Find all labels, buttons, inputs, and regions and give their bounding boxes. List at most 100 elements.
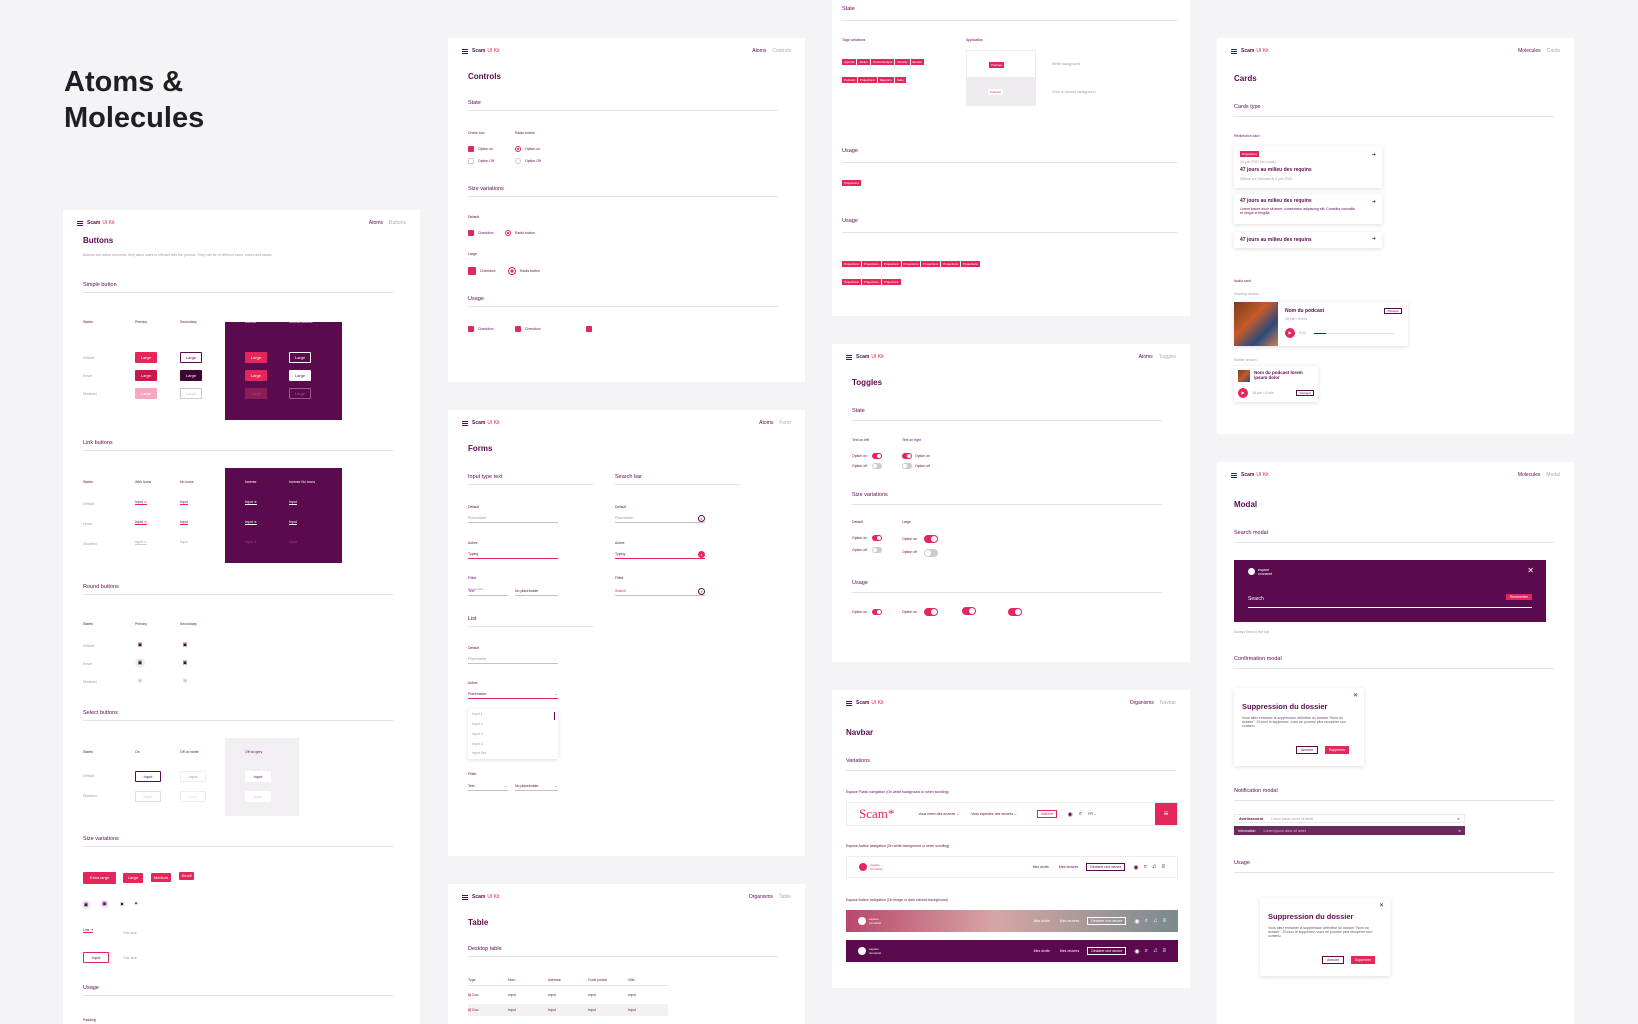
calendar-icon[interactable]: ▣ <box>137 642 143 648</box>
scrollbar[interactable] <box>553 712 555 720</box>
nav-link-mes-oeuvres[interactable]: Mes œuvres <box>1059 949 1080 953</box>
list-item[interactable]: Input 4 <box>472 742 483 746</box>
toggle-on[interactable] <box>902 453 912 459</box>
cancel-button[interactable]: Annuler <box>1322 956 1345 964</box>
table-header-cell[interactable]: Adresse <box>548 978 561 982</box>
select-button-on[interactable]: Input <box>135 771 161 782</box>
user-icon[interactable]: ◉ <box>1133 864 1139 871</box>
user-icon[interactable]: ◉ <box>1134 948 1140 955</box>
search-icon[interactable]: ⌕ <box>698 551 705 558</box>
list-item[interactable]: Input Ver <box>472 751 487 755</box>
secondary-button-disabled[interactable]: Large <box>180 388 202 399</box>
search-icon[interactable]: ⌕ <box>1144 947 1148 954</box>
breadcrumb-2[interactable]: Table <box>779 894 791 900</box>
menu-icon[interactable] <box>462 420 468 426</box>
tag[interactable]: Projections <box>842 180 861 186</box>
text-input-default[interactable]: Placeholder <box>468 513 558 523</box>
tag[interactable]: Dossier <box>895 59 910 65</box>
link-button-disabled[interactable]: Input ➔ <box>135 540 147 545</box>
breadcrumb-1[interactable]: Molecules <box>1518 48 1541 54</box>
toggle-off[interactable] <box>902 463 912 469</box>
radio-on[interactable] <box>515 146 521 152</box>
nav-link-mes-droits[interactable]: Mes droits <box>1033 919 1050 923</box>
search-input-active[interactable]: Typing <box>615 549 705 559</box>
button-large[interactable]: Large <box>123 873 143 883</box>
declarer-button[interactable]: Déclarer une œuvre <box>1087 917 1127 925</box>
breadcrumb-1[interactable]: Molecules <box>1517 472 1541 478</box>
checkbox-off[interactable] <box>468 158 474 164</box>
close-icon[interactable]: ✕ <box>1457 816 1460 821</box>
delete-button[interactable]: Supprimer <box>1351 956 1376 964</box>
hamburger-icon[interactable]: ≡ <box>1162 948 1166 954</box>
close-icon[interactable]: ✕ <box>1527 566 1534 575</box>
tag[interactable]: Projections <box>961 261 980 267</box>
search-icon[interactable]: ⌕ <box>1144 917 1148 924</box>
select-button-off-disabled[interactable]: Input <box>180 791 206 802</box>
menu-icon[interactable] <box>462 894 468 900</box>
tag[interactable]: Commnuniqué <box>870 59 895 65</box>
breadcrumb-2[interactable]: Cards <box>1546 48 1560 54</box>
toggle-large-on[interactable] <box>924 535 938 543</box>
bell-icon[interactable]: ♫ <box>1151 864 1157 870</box>
progress-track[interactable] <box>1314 333 1394 334</box>
link-no-icon-disabled[interactable]: Input <box>180 540 188 544</box>
breadcrumb-2[interactable]: Form <box>779 420 791 426</box>
menu-icon[interactable] <box>1231 48 1237 54</box>
select-one-size[interactable]: Input <box>83 952 109 963</box>
tag[interactable]: Podcast <box>988 89 1003 95</box>
calendar-icon[interactable]: ▣ <box>135 658 145 668</box>
tag[interactable]: Podcast <box>989 62 1004 68</box>
search-submit-button[interactable]: Rechercher <box>1505 594 1532 600</box>
tag[interactable]: Projections <box>861 279 881 285</box>
select-active[interactable]: Placeholder ⌄ <box>468 689 558 699</box>
tag[interactable]: Projections <box>861 261 881 267</box>
menu-icon[interactable] <box>846 354 852 360</box>
link-button-default[interactable]: Input ➔ <box>135 500 147 505</box>
select-filled[interactable]: Text ⌄ <box>468 781 508 791</box>
select-button-grey-disabled[interactable]: Input <box>245 791 271 802</box>
toggle-off[interactable] <box>872 547 882 553</box>
breadcrumb-2[interactable]: Controls <box>772 48 791 54</box>
table-header-cell[interactable]: Code postal <box>588 978 607 982</box>
button-small[interactable]: Small <box>179 872 194 880</box>
hamburger-icon[interactable]: ≡ <box>1161 864 1165 870</box>
cancel-button[interactable]: Annuler <box>1296 746 1319 754</box>
espace-logo-icon[interactable] <box>858 947 866 955</box>
breadcrumb-1[interactable]: Atoms <box>1138 354 1153 360</box>
toggle-large-on[interactable] <box>1008 608 1022 616</box>
link-button-hover[interactable]: Input ➔ <box>135 520 147 525</box>
calendar-icon[interactable]: ▣ <box>182 660 188 666</box>
nav-menu-item[interactable]: Vous créez des œuvres ⌄ <box>918 812 959 816</box>
inverse-outline-button-disabled[interactable]: Large <box>289 388 311 399</box>
table-header-cell[interactable]: Nom <box>508 978 516 982</box>
inverse-link-no-icon[interactable]: Input <box>289 540 297 544</box>
calendar-icon[interactable]: ▣ <box>100 900 109 909</box>
link-one-size[interactable]: Link ➔ <box>83 928 94 933</box>
nav-link-mes-oeuvres[interactable]: Mes œuvres <box>1059 919 1080 923</box>
inverse-outline-button-default[interactable]: Large <box>289 352 311 363</box>
tag[interactable]: Projections <box>842 261 861 267</box>
inverse-button-disabled[interactable]: Large <box>245 388 267 399</box>
text-input-filled[interactable]: Text <box>468 586 508 596</box>
calendar-icon[interactable]: ▣ <box>81 900 91 910</box>
search-input-filled[interactable]: Search <box>615 586 705 596</box>
breadcrumb-2[interactable]: Modal <box>1546 472 1560 478</box>
select-button-grey[interactable]: Input <box>245 771 271 782</box>
text-input-no-placeholder[interactable]: No placeholder <box>515 586 558 596</box>
tag[interactable]: Projections <box>901 261 921 267</box>
select-button-on-disabled[interactable]: Input <box>135 791 161 802</box>
delete-button[interactable]: Supprimer <box>1325 746 1350 754</box>
button-medium[interactable]: Medium <box>151 873 171 882</box>
list-item[interactable]: Input 1 <box>472 712 483 716</box>
checkbox-on[interactable] <box>468 146 474 152</box>
nav-link-mes-droits[interactable]: Mes droits <box>1032 865 1049 869</box>
select-button-off[interactable]: Input <box>180 771 206 782</box>
search-input-default[interactable]: Placeholder <box>615 513 705 523</box>
breadcrumb-1[interactable]: Organisms <box>748 894 774 900</box>
breadcrumb-2[interactable]: Navbar <box>1159 700 1176 706</box>
share-button[interactable]: Partager <box>1296 390 1314 396</box>
list-item[interactable]: Input 2 <box>472 722 483 726</box>
toggle-large-on[interactable] <box>924 608 938 616</box>
play-icon[interactable]: ▶ <box>1238 388 1248 398</box>
checkbox-default[interactable] <box>468 230 474 236</box>
